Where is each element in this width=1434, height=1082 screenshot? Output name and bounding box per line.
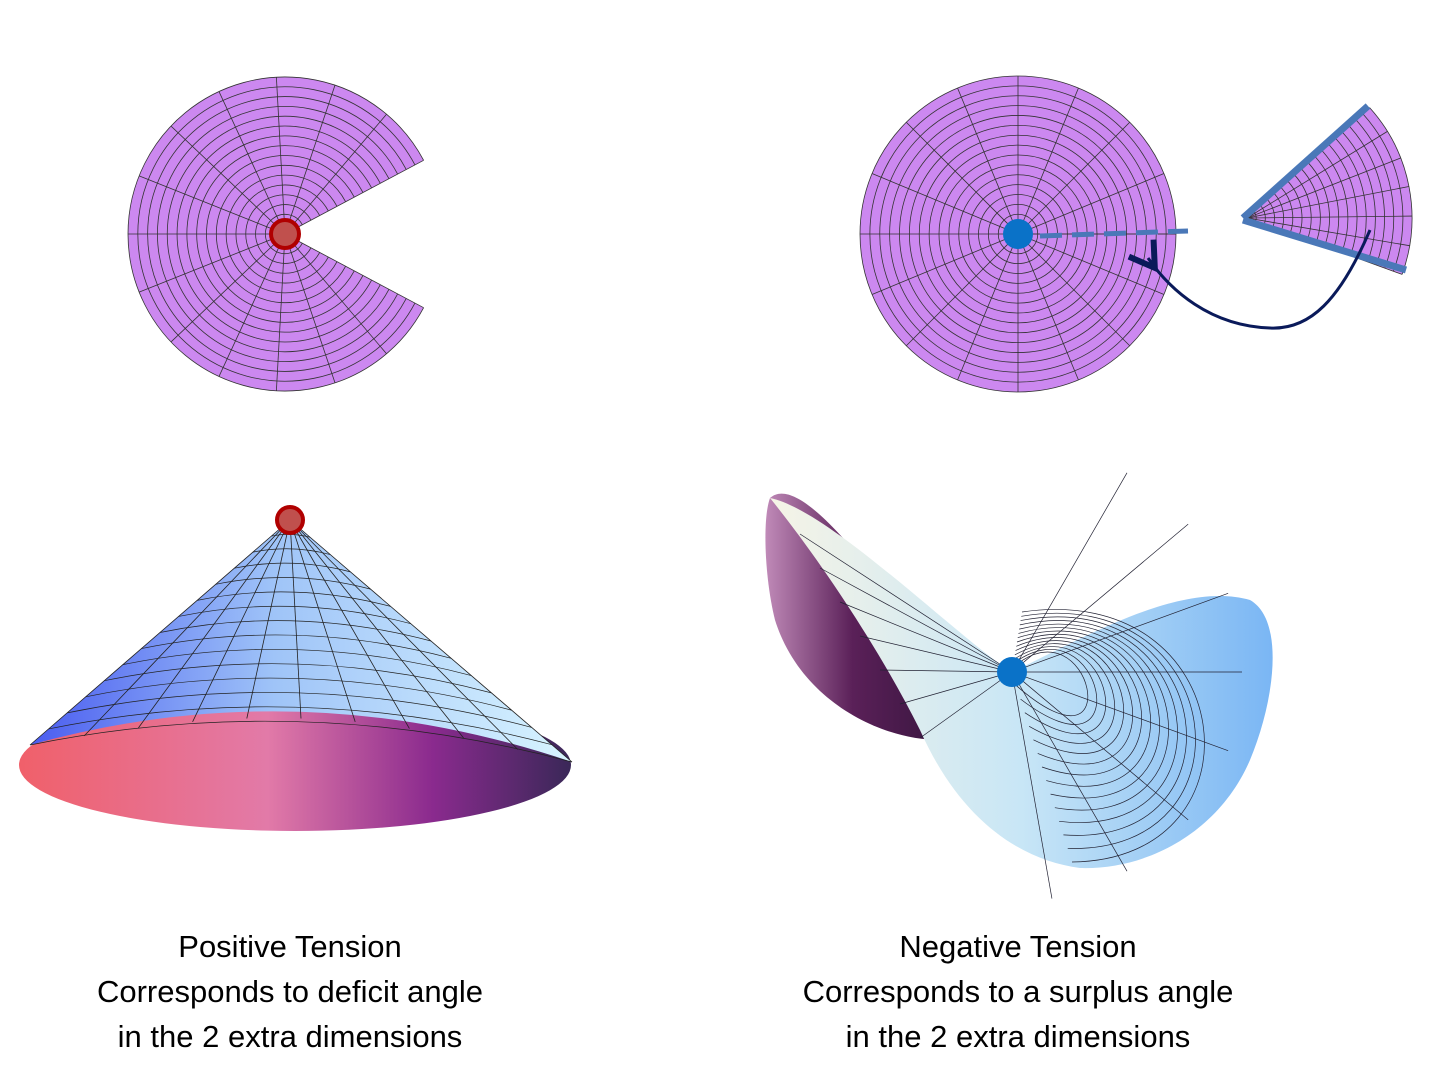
cone-spoke <box>289 519 302 719</box>
wedge-edge <box>1241 216 1408 274</box>
apex-dot <box>269 218 301 250</box>
caption-left: Positive Tension Corresponds to deficit … <box>0 924 590 1059</box>
grid-spoke <box>1017 233 1079 381</box>
cone-surface <box>30 520 572 762</box>
saddle-spoke <box>1011 671 1128 872</box>
caption-line: Corresponds to deficit angle <box>96 974 483 1009</box>
cone-spoke <box>289 519 356 723</box>
cone-ring <box>178 605 411 625</box>
cone-spoke <box>289 519 410 729</box>
grid-spoke <box>138 233 286 293</box>
grid-spoke <box>1017 121 1131 235</box>
grid-spoke <box>284 159 424 235</box>
saddle-spoke <box>799 533 1013 673</box>
saddle-dot <box>997 657 1027 687</box>
saddle-spoke <box>919 671 1013 739</box>
cone-ring <box>122 648 472 676</box>
grid-spoke <box>275 77 286 235</box>
cone-ring <box>215 577 371 590</box>
caption-line: in the 2 extra dimensions <box>117 1019 463 1054</box>
cone-apex-dot <box>275 505 305 535</box>
cone-ring <box>48 706 552 746</box>
cone-spoke <box>192 519 291 722</box>
cone-ring <box>67 692 532 728</box>
grid-spoke <box>218 233 286 377</box>
cut-line <box>1039 228 1189 239</box>
saddle-spoke <box>859 635 1013 673</box>
grid-spoke <box>138 175 286 235</box>
saddle-ring <box>1012 651 1089 717</box>
grid-spoke <box>284 233 424 309</box>
grid-spoke <box>275 233 286 391</box>
cone-ring <box>252 548 331 555</box>
cone-ring <box>104 663 492 694</box>
caption-line: Corresponds to a surplus angle <box>802 974 1234 1009</box>
grid-spoke <box>871 233 1019 295</box>
cone-ring <box>234 562 351 573</box>
saddle <box>765 472 1273 899</box>
grid-spoke <box>905 233 1019 347</box>
cone-ring <box>159 620 432 642</box>
grid-spoke <box>1246 217 1410 247</box>
saddle-spoke <box>1011 523 1189 673</box>
grid-spoke <box>1017 173 1165 235</box>
saddle-spoke <box>1011 472 1128 673</box>
saddle-spoke <box>879 669 1013 673</box>
caption-right: Negative Tension Corresponds to a surplu… <box>718 924 1318 1059</box>
saddle-spoke <box>1011 671 1053 899</box>
grid-spoke <box>1017 233 1131 347</box>
saddle-ring <box>1013 646 1107 735</box>
caption-title: Positive Tension <box>178 929 402 964</box>
grid-spoke <box>1246 186 1410 219</box>
cone-ring <box>29 720 573 763</box>
saddle-spoke <box>899 671 1013 705</box>
grid-spoke <box>170 233 286 343</box>
cone-interior <box>19 699 571 831</box>
grid-spoke <box>284 233 336 383</box>
grid-spoke <box>957 233 1019 381</box>
grid-spoke <box>1246 131 1388 219</box>
grid-spoke <box>218 91 286 235</box>
cone-ring <box>197 591 391 607</box>
wedge-edge <box>1240 103 1371 221</box>
saddle-spoke <box>819 567 1013 673</box>
grid-spoke <box>871 173 1019 235</box>
saddle-spoke <box>1011 671 1189 821</box>
saddle-ring <box>1013 649 1098 725</box>
center-dot <box>1003 219 1033 249</box>
saddle-spoke <box>839 601 1013 673</box>
cone-ring <box>141 634 452 659</box>
surplus-wedge <box>1240 103 1413 275</box>
grid-spoke <box>170 125 286 235</box>
caption-title: Negative Tension <box>899 929 1137 964</box>
grid-spoke <box>1246 157 1401 219</box>
grid-spoke <box>1246 215 1412 219</box>
cone-ring <box>85 677 512 711</box>
caption-line: in the 2 extra dimensions <box>845 1019 1191 1054</box>
grid-spoke <box>1017 233 1165 295</box>
saddle-spoke <box>1011 671 1229 751</box>
grid-spoke <box>957 87 1019 235</box>
grid-spoke <box>1017 87 1079 235</box>
cone-spoke <box>246 519 291 719</box>
grid-spoke <box>905 121 1019 235</box>
grid-spoke <box>284 233 387 355</box>
cone <box>19 519 573 831</box>
grid-spoke <box>284 85 336 235</box>
insert-arrow <box>1127 229 1372 330</box>
saddle-spoke <box>1011 593 1229 673</box>
grid-spoke <box>284 113 387 235</box>
